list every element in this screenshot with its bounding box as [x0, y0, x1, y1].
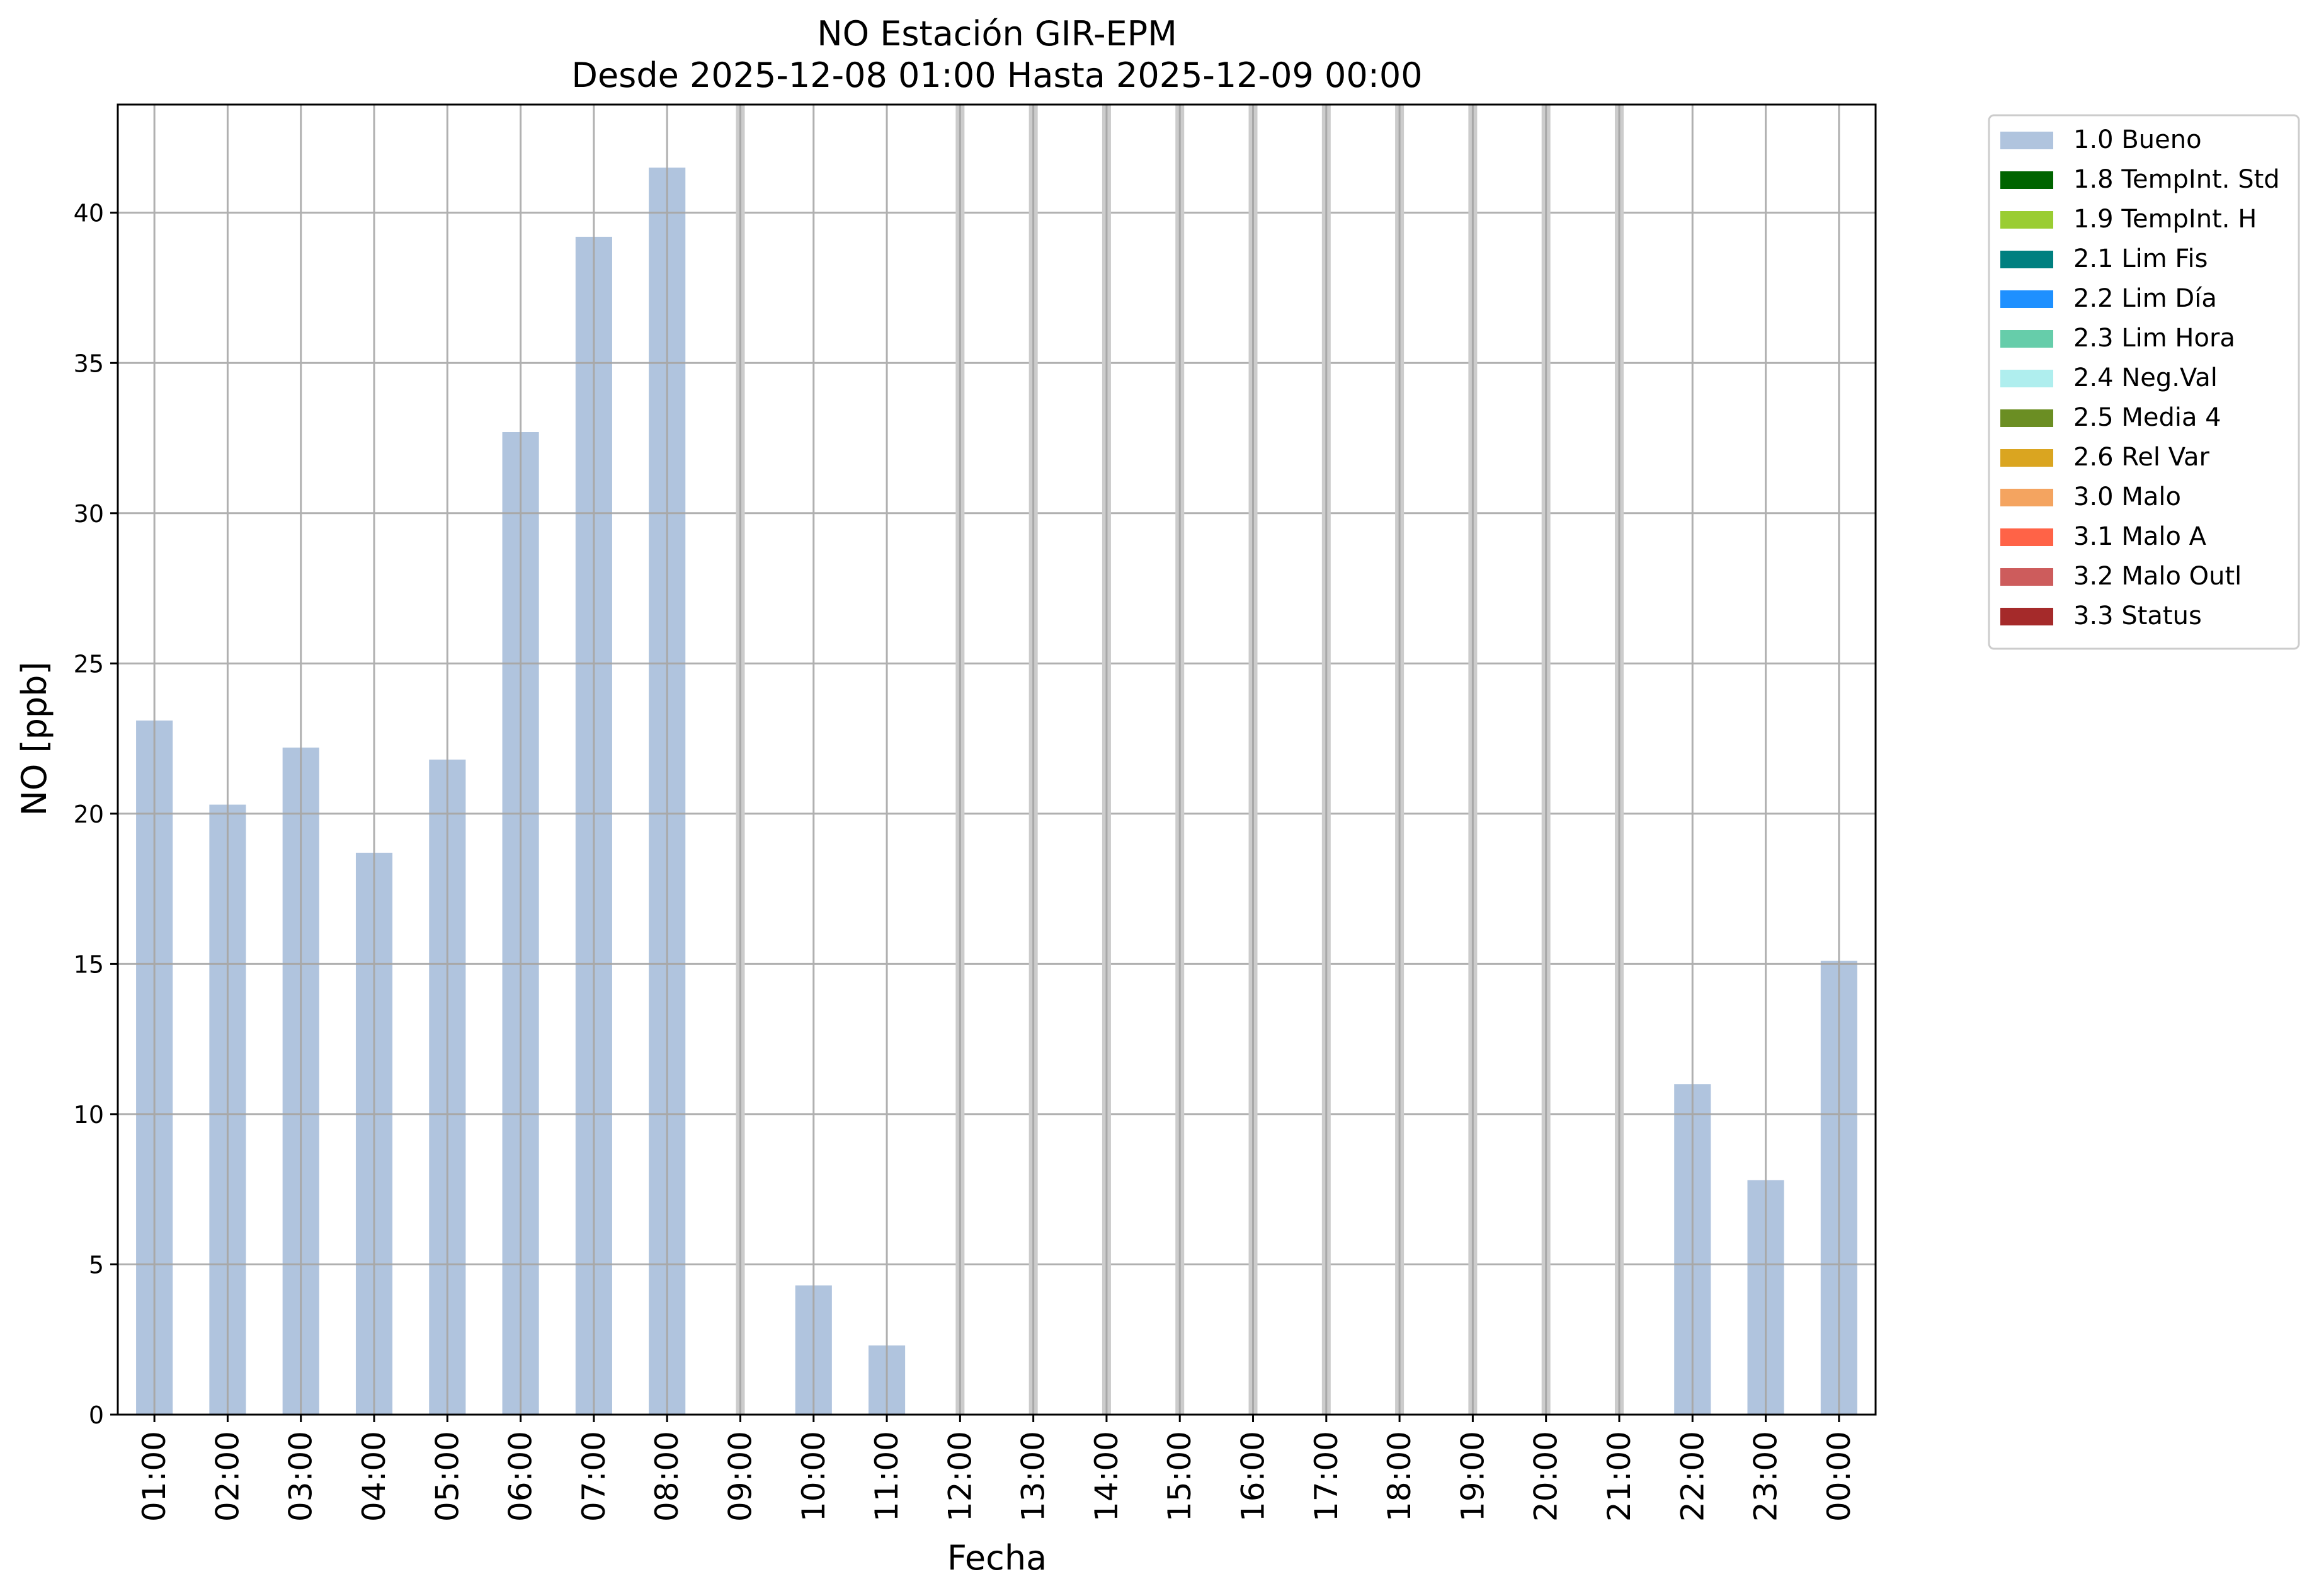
- y-tick-label: 5: [89, 1251, 104, 1279]
- legend-label: 1.8 TempInt. Std: [2073, 165, 2280, 194]
- y-axis-label: NO [ppb]: [14, 661, 54, 816]
- legend-label: 3.0 Malo: [2073, 482, 2181, 511]
- legend: 1.0 Bueno 1.8 TempInt. Std 1.9 TempInt. H 2…: [1988, 114, 2300, 650]
- legend-swatch: [2000, 449, 2053, 467]
- legend-swatch: [2000, 211, 2053, 229]
- y-tick-label: 30: [74, 500, 104, 528]
- legend-swatch: [2000, 409, 2053, 427]
- x-tick-label: 09:00: [722, 1431, 758, 1522]
- x-tick-label: 23:00: [1748, 1431, 1784, 1522]
- legend-label: 2.1 Lim Fis: [2073, 244, 2208, 273]
- y-tick-label: 35: [74, 350, 104, 377]
- legend-swatch: [2000, 370, 2053, 387]
- legend-label: 2.4 Neg.Val: [2073, 363, 2218, 392]
- chart-title: NO Estación GIR-EPM: [817, 14, 1177, 54]
- x-tick-label: 22:00: [1674, 1431, 1711, 1522]
- bar-series: [136, 168, 1857, 1416]
- legend-box: [1988, 114, 2300, 650]
- legend-label: 1.9 TempInt. H: [2073, 205, 2257, 234]
- plot-frame: [117, 103, 1877, 1416]
- x-tick-label: 15:00: [1161, 1431, 1198, 1522]
- y-tick-label: 20: [74, 801, 104, 828]
- legend-label: 3.1 Malo A: [2073, 522, 2207, 551]
- x-tick-label: 11:00: [869, 1431, 905, 1522]
- x-tick-label: 03:00: [283, 1431, 319, 1522]
- x-tick-label: 14:00: [1088, 1431, 1125, 1522]
- legend-label: 2.3 Lim Hora: [2073, 324, 2235, 353]
- x-tick-label: 06:00: [503, 1431, 539, 1522]
- legend-swatch: [2000, 608, 2053, 625]
- x-tick-label: 12:00: [942, 1431, 978, 1522]
- x-tick-label: 07:00: [576, 1431, 612, 1522]
- legend-label: 2.5 Media 4: [2073, 403, 2221, 432]
- legend-label: 3.3 Status: [2073, 601, 2202, 630]
- x-tick-label: 20:00: [1528, 1431, 1564, 1522]
- legend-swatch: [2000, 330, 2053, 348]
- x-tick-label: 04:00: [356, 1431, 392, 1522]
- x-tick-label: 10:00: [795, 1431, 832, 1522]
- chart-subtitle: Desde 2025-12-08 01:00 Hasta 2025-12-09 …: [571, 55, 1422, 95]
- x-tick-label: 13:00: [1015, 1431, 1052, 1522]
- legend-label: 2.6 Rel Var: [2073, 443, 2210, 472]
- y-tick-label: 25: [74, 650, 104, 678]
- legend-label: 1.0 Bueno: [2073, 125, 2202, 154]
- x-tick-label: 16:00: [1235, 1431, 1272, 1522]
- x-tick-label: 19:00: [1454, 1431, 1491, 1522]
- y-tick-label: 0: [89, 1401, 104, 1429]
- legend-swatch: [2000, 132, 2053, 149]
- legend-label: 3.2 Malo Outl: [2073, 562, 2242, 591]
- legend-swatch: [2000, 528, 2053, 546]
- x-tick-label: 02:00: [209, 1431, 246, 1522]
- x-tick-label: 00:00: [1821, 1431, 1857, 1522]
- x-tick-label: 05:00: [429, 1431, 465, 1522]
- legend-swatch: [2000, 568, 2053, 586]
- legend-swatch: [2000, 251, 2053, 268]
- missing-hour-markers: [736, 105, 1624, 1415]
- x-tick-label: 08:00: [649, 1431, 685, 1522]
- x-tick-label: 01:00: [136, 1431, 173, 1522]
- x-axis-label: Fecha: [947, 1538, 1047, 1578]
- legend-label: 2.2 Lim Día: [2073, 284, 2217, 313]
- y-tick-label: 40: [74, 200, 104, 227]
- legend-swatch: [2000, 290, 2053, 308]
- y-tick-label: 10: [74, 1101, 104, 1129]
- axes: 0 5 10 15 20 25 30 35 40 01:00 02:00 03:00 04:00 05:0…: [74, 103, 1877, 1522]
- legend-swatch: [2000, 171, 2053, 189]
- x-tick-label: 21:00: [1601, 1431, 1638, 1522]
- y-tick-label: 15: [74, 950, 104, 978]
- x-tick-label: 18:00: [1381, 1431, 1418, 1522]
- x-tick-label: 17:00: [1308, 1431, 1345, 1522]
- legend-swatch: [2000, 489, 2053, 506]
